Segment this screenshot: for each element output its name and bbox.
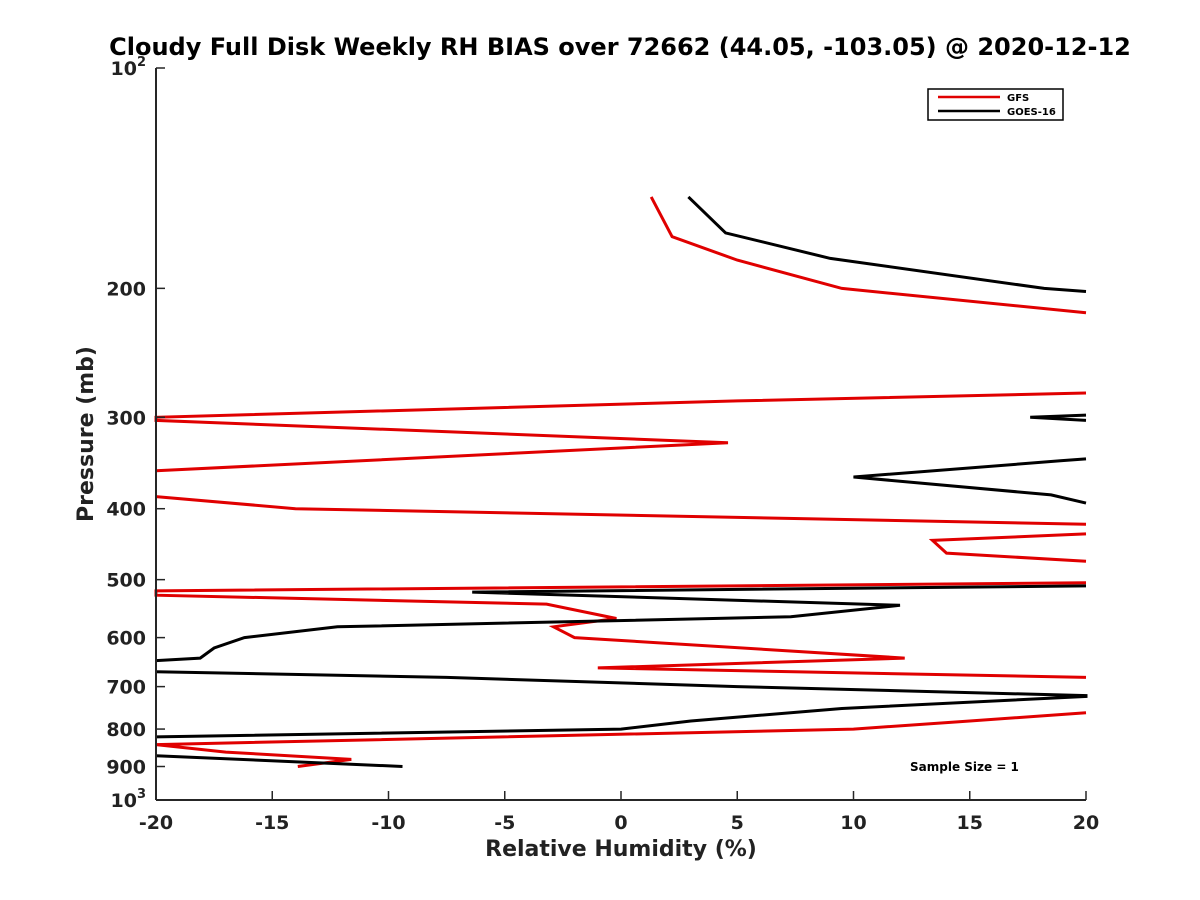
- series-goes-16-line-4: [155, 670, 1088, 739]
- series-goes-16-line-0: [687, 195, 1087, 293]
- y-ticks: 102 200 300 400 500 600 700 800 900 103: [106, 55, 165, 812]
- series-gfs-line-2: [155, 495, 1087, 526]
- x-tick-label: 0: [614, 812, 627, 834]
- x-axis-label: Relative Humidity (%): [485, 837, 757, 862]
- x-tick-label: -15: [255, 812, 289, 834]
- series-goes-16-line-3: [155, 584, 1087, 663]
- series-gfs-line-0: [649, 196, 1087, 315]
- y-tick-label: 800: [106, 719, 146, 741]
- y-axis-label: Pressure (mb): [74, 346, 99, 522]
- x-tick-label: 15: [957, 812, 983, 834]
- legend-label-goes16: GOES-16: [1007, 107, 1056, 118]
- y-tick-label: 300: [106, 407, 146, 429]
- sample-size-annotation: Sample Size = 1: [910, 760, 1019, 774]
- plot-area: [156, 68, 1086, 800]
- series-goes-16-line-2: [853, 457, 1087, 505]
- legend: GFS GOES-16: [927, 88, 1064, 121]
- y-tick-label: 103: [111, 787, 147, 812]
- series-goes-16-line-1: [1030, 413, 1087, 422]
- y-tick-label: 700: [106, 677, 146, 699]
- y-tick-label: 400: [106, 499, 146, 521]
- x-tick-label: -10: [371, 812, 405, 834]
- y-tick-label: 102: [111, 55, 147, 80]
- series-gfs-line-3: [928, 532, 1087, 563]
- y-tick-label: 900: [106, 757, 146, 779]
- y-tick-label: 600: [106, 628, 146, 650]
- y-tick-label: 500: [106, 570, 146, 592]
- x-tick-label: -5: [494, 812, 515, 834]
- x-ticks: -20 -15 -10 -5 0 5 10 15 20: [139, 791, 1099, 834]
- x-tick-label: 10: [840, 812, 866, 834]
- x-tick-label: 20: [1073, 812, 1099, 834]
- legend-label-gfs: GFS: [1007, 93, 1029, 104]
- chart-title: Cloudy Full Disk Weekly RH BIAS over 726…: [109, 33, 1131, 61]
- x-tick-label: 5: [731, 812, 744, 834]
- legend-box: [927, 88, 1064, 121]
- y-tick-label: 200: [106, 278, 146, 300]
- series-goes-16-line-5: [155, 754, 403, 768]
- x-tick-label: -20: [139, 812, 173, 834]
